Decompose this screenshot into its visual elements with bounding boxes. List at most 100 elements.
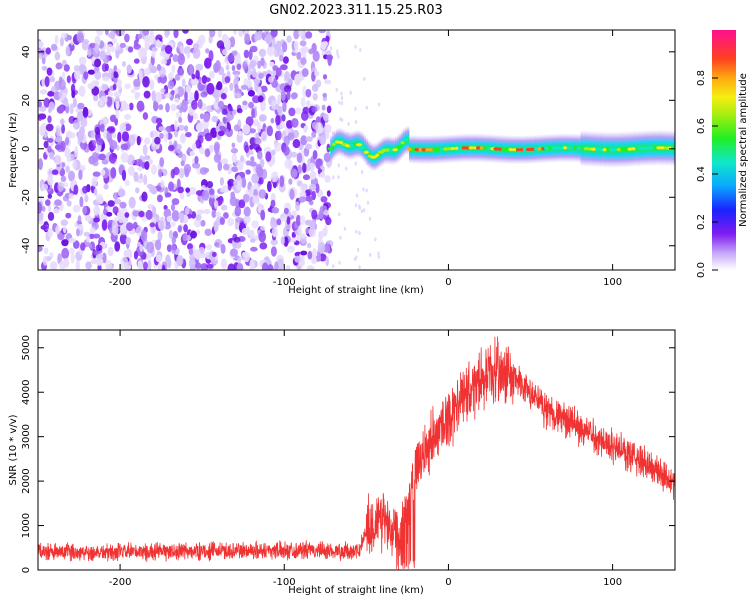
noise-cell xyxy=(59,36,64,47)
noise-speckle xyxy=(377,102,381,107)
noise-cell xyxy=(108,153,117,164)
noise-cell xyxy=(233,124,240,132)
noise-cell xyxy=(154,239,162,251)
noise-cell xyxy=(96,253,104,259)
noise-cell xyxy=(121,61,127,67)
noise-cell xyxy=(242,177,247,188)
noise-cell xyxy=(54,51,61,61)
noise-cell xyxy=(45,199,51,207)
noise-cell xyxy=(90,259,98,265)
noise-cell xyxy=(196,190,203,196)
noise-cell xyxy=(170,168,175,179)
noise-cell xyxy=(164,92,172,99)
signal-core-cell xyxy=(472,146,477,150)
noise-cell xyxy=(186,52,191,59)
signal-core-cell xyxy=(598,148,604,152)
noise-cell xyxy=(60,140,66,152)
noise-cell xyxy=(311,209,318,220)
noise-cell xyxy=(240,84,248,90)
noise-cell xyxy=(270,30,278,38)
noise-cell xyxy=(137,166,143,172)
signal-core-cell xyxy=(407,147,412,151)
x-tick-label: -200 xyxy=(109,577,132,588)
colorbar-tick-label: 0.0 xyxy=(696,262,707,278)
noise-cell xyxy=(47,193,52,199)
noise-cell xyxy=(249,229,255,239)
noise-cell xyxy=(83,231,91,237)
noise-cell xyxy=(167,258,172,269)
noise-cell xyxy=(250,156,255,162)
noise-cell xyxy=(91,86,100,96)
signal-core-cell xyxy=(630,147,637,151)
noise-cell xyxy=(119,225,127,234)
noise-cell xyxy=(108,125,116,134)
noise-cell xyxy=(150,164,157,175)
noise-cell xyxy=(182,232,188,242)
noise-cell xyxy=(95,257,104,266)
noise-cell xyxy=(290,237,297,244)
noise-cell xyxy=(47,115,52,123)
noise-cell xyxy=(154,91,163,103)
spectrogram-signal-track xyxy=(327,125,675,172)
signal-core-cell xyxy=(476,146,481,150)
noise-cell xyxy=(82,106,89,118)
noise-cell xyxy=(86,235,91,243)
noise-cell xyxy=(115,42,120,51)
noise-cell xyxy=(265,151,272,162)
noise-cell xyxy=(73,240,80,249)
noise-cell xyxy=(94,58,102,68)
noise-cell xyxy=(66,75,71,83)
x-tick-label: 100 xyxy=(603,577,622,588)
noise-cell xyxy=(206,82,215,95)
noise-speckle xyxy=(338,100,341,105)
noise-cell xyxy=(87,82,95,90)
noise-cell xyxy=(41,183,49,191)
noise-cell xyxy=(183,224,189,233)
noise-cell xyxy=(187,147,192,153)
signal-core-cell xyxy=(652,146,658,150)
noise-cell xyxy=(166,244,172,252)
noise-cell xyxy=(111,224,119,236)
noise-cell xyxy=(188,186,197,195)
noise-cell xyxy=(324,175,331,183)
noise-cell xyxy=(318,209,324,220)
noise-cell xyxy=(72,204,81,213)
noise-speckle xyxy=(362,187,365,192)
noise-cell xyxy=(250,238,256,243)
noise-cell xyxy=(188,257,196,270)
noise-cell xyxy=(271,227,277,237)
noise-cell xyxy=(192,113,198,120)
noise-cell xyxy=(305,31,313,39)
noise-cell xyxy=(141,191,148,202)
noise-cell xyxy=(209,70,215,79)
noise-speckle xyxy=(339,235,342,240)
noise-cell xyxy=(69,247,75,254)
noise-speckle xyxy=(347,122,350,126)
noise-cell xyxy=(201,190,210,201)
noise-cell xyxy=(83,71,89,80)
noise-cell xyxy=(65,45,71,57)
noise-cell xyxy=(125,222,134,232)
signal-core-cell xyxy=(400,141,405,145)
noise-cell xyxy=(179,133,186,144)
noise-cell xyxy=(245,160,252,166)
noise-cell xyxy=(299,40,307,47)
noise-cell xyxy=(231,153,237,164)
spectrogram-x-label: Height of straight line (km) xyxy=(288,285,424,296)
x-tick-label: 0 xyxy=(445,277,451,288)
noise-cell xyxy=(248,101,254,109)
noise-cell xyxy=(99,50,106,60)
noise-cell xyxy=(96,137,104,146)
noise-speckle xyxy=(362,208,366,213)
noise-cell xyxy=(307,242,312,249)
noise-cell xyxy=(195,63,204,71)
noise-cell xyxy=(73,65,81,71)
noise-cell xyxy=(208,195,215,207)
noise-cell xyxy=(126,64,132,74)
noise-cell xyxy=(271,99,279,111)
noise-cell xyxy=(137,33,143,40)
noise-cell xyxy=(43,140,49,149)
noise-cell xyxy=(151,50,156,59)
noise-cell xyxy=(236,175,242,184)
